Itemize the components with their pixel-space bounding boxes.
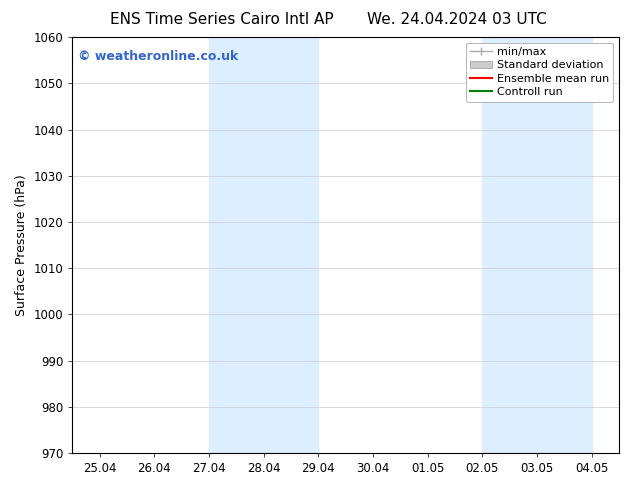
Text: © weatheronline.co.uk: © weatheronline.co.uk [78,49,238,63]
Text: ENS Time Series Cairo Intl AP: ENS Time Series Cairo Intl AP [110,12,333,27]
Text: We. 24.04.2024 03 UTC: We. 24.04.2024 03 UTC [366,12,547,27]
Bar [482,37,592,453]
Y-axis label: Surface Pressure (hPa): Surface Pressure (hPa) [15,174,28,316]
Legend: min/max, Standard deviation, Ensemble mean run, Controll run: min/max, Standard deviation, Ensemble me… [465,43,614,101]
Bar [209,37,318,453]
